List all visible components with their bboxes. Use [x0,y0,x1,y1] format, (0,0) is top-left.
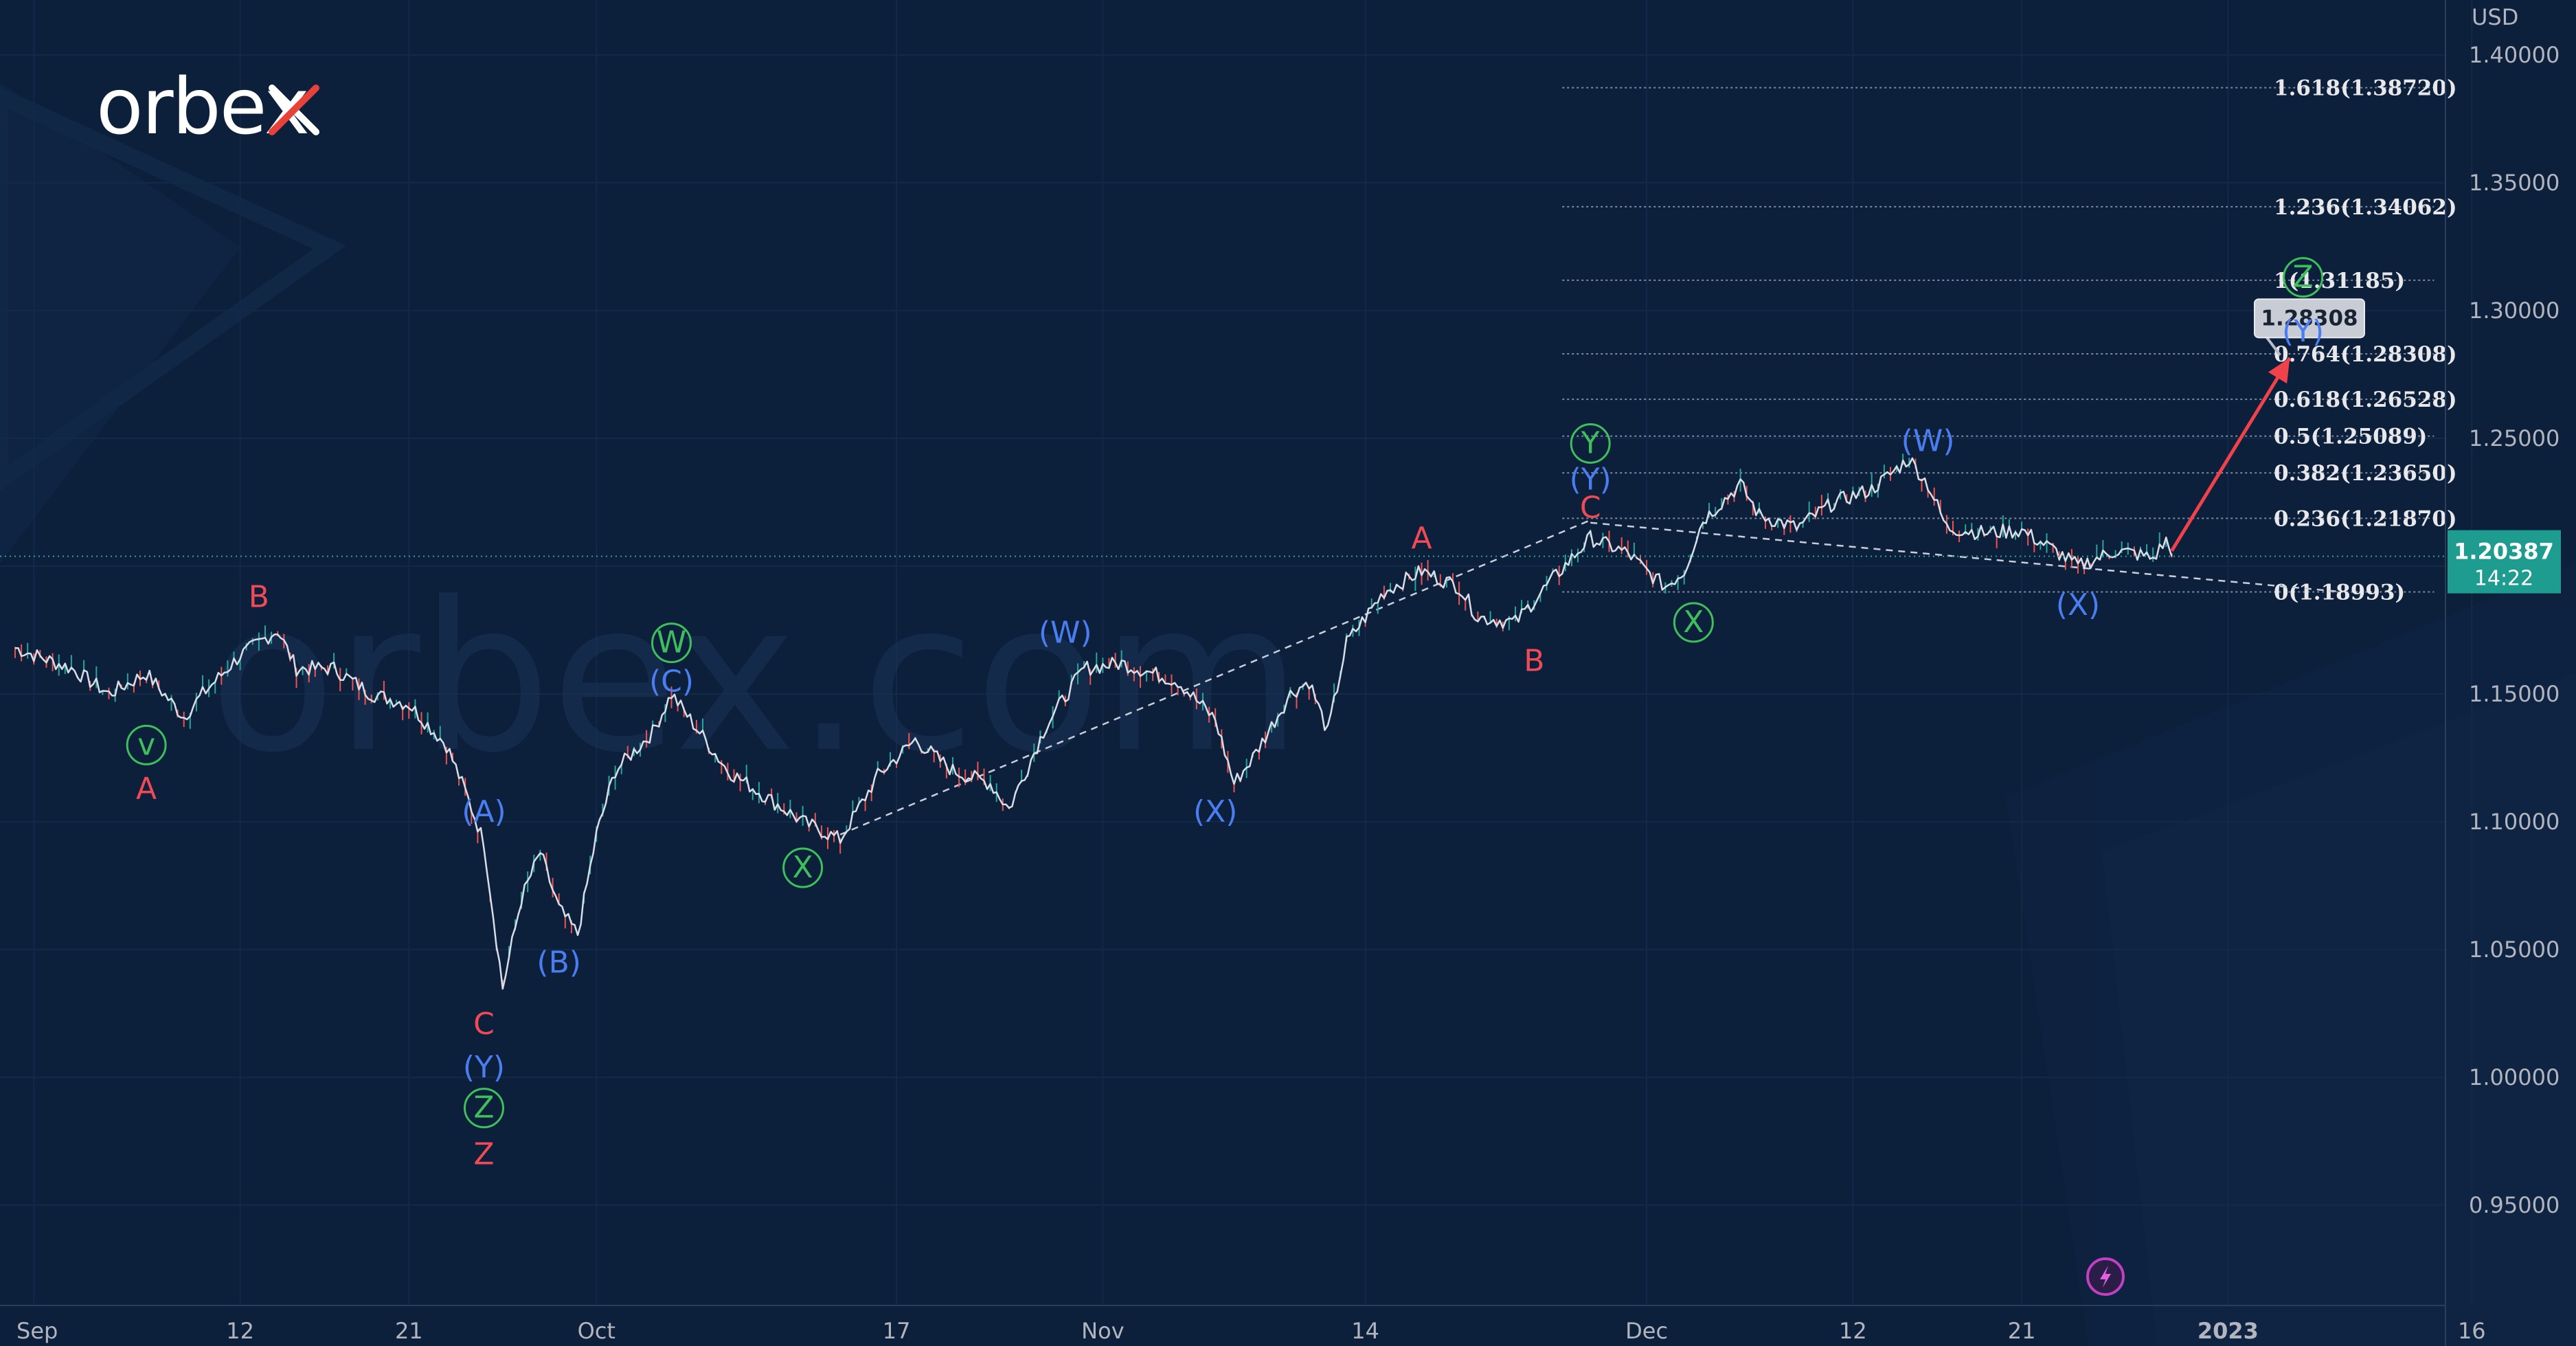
x-tick-label: 14 [1351,1318,1379,1344]
price-axis: USD 1.400001.350001.300001.250001.150001… [2445,0,2560,1346]
y-tick-label: 1.15000 [2469,681,2560,707]
time-axis: Sep 12 21 Oct 17 Nov 14 Dec 12 21 2023 16 [0,1305,2486,1344]
current-price-countdown: 14:22 [2474,567,2533,591]
watermark-text: orbex.com [210,558,1302,798]
x-tick-label: 12 [226,1318,254,1344]
y-tick-label: 1.35000 [2469,170,2560,196]
price-series [14,453,2173,990]
wave-label: Z [473,1137,494,1172]
target-arrow: 1.28308 [2170,298,2365,552]
x-tick-label: Sep [16,1318,58,1344]
y-tick-label: 1.40000 [2469,42,2560,68]
x-tick-label: Oct [578,1318,615,1344]
wave-label: B [1524,644,1544,679]
fib-level-label: 1(1.31185) [2274,269,2405,293]
current-price-value: 1.20387 [2454,539,2554,565]
y-tick-labels: 1.40000 1.35000 1.30000 1.25000 1.15000 1.100… [2469,42,2560,1218]
wave-label: X [1683,605,1704,640]
x-tick-label: Dec [1625,1318,1668,1344]
wave-label: (Y) [1570,462,1612,497]
fibonacci-levels: 1.618(1.38720) 1.236(1.34062) 1(1.31185) 0.… [1562,76,2457,605]
x-tick-label: 12 [1839,1318,1867,1344]
fib-level-label: 1.618(1.38720) [2274,76,2457,101]
wave-label: (W) [1039,616,1092,651]
fib-level-label: 0.5(1.25089) [2274,425,2427,449]
wave-label: A [1411,521,1432,556]
wave-label-circle [651,622,692,664]
target-callout-box [2254,298,2365,339]
wave-labels: vAB(A)(B)C(Y)ZZW(C)X(W)(X)ABY(Y)CX(W)(X)… [126,257,2324,1172]
wave-label: C [1580,490,1601,525]
wave-label: (C) [649,664,694,699]
grid-lines [0,0,2473,1305]
y-tick-label: 1.05000 [2469,936,2560,963]
fib-level-label: 0.764(1.28308) [2274,342,2457,367]
trendline [1590,521,2341,593]
wave-label: v [137,727,155,762]
wave-label: A [136,772,157,807]
x-tick-labels: Sep 12 21 Oct 17 Nov 14 Dec 12 21 2023 16 [16,1318,2486,1344]
wave-label-circle [126,724,167,765]
background-decoration [0,82,2576,1346]
fib-level-label: 0.382(1.23650) [2274,461,2457,486]
wave-label: Y [1581,425,1600,460]
wave-label: Z [2293,260,2314,295]
current-price-badge [2448,530,2561,594]
fib-level-label: 0(1.18993) [2274,580,2405,605]
x-tick-label: 16 [2458,1318,2486,1344]
x-tick-label: 21 [395,1318,423,1344]
wave-label-circle [2283,257,2324,298]
currency-label: USD [2472,4,2518,30]
x-tick-label: 21 [2008,1318,2036,1344]
wave-label: (A) [462,794,506,829]
wave-label-circle [1570,423,1611,464]
trendlines [839,519,2341,835]
y-tick-label: 1.10000 [2469,809,2560,835]
fib-level-label: 1.236(1.34062) [2274,195,2457,220]
x-tick-label: 17 [883,1318,911,1344]
wave-label-circle [464,1088,504,1129]
x-tick-label: 2023 [2197,1318,2259,1344]
y-tick-label: 0.95000 [2469,1192,2560,1218]
wave-label: (B) [536,945,581,980]
wave-label-circle [1673,602,1714,643]
wave-label: X [793,850,813,885]
fib-level-label: 0.618(1.26528) [2274,388,2457,412]
wave-label: W [657,625,687,660]
wave-label: B [249,580,269,615]
wave-label: Z [473,1090,494,1125]
logo-x-icon [269,85,319,135]
x-tick-label: Nov [1081,1318,1124,1344]
fib-level-label: 0.236(1.21870) [2274,506,2457,531]
wave-label: (W) [1901,424,1955,459]
target-callout-label: 1.28308 [2261,306,2358,330]
lightning-alert-icon[interactable] [2086,1257,2125,1296]
target-arrow-head [2268,357,2290,384]
wave-label: (Y) [463,1050,505,1085]
wave-label: (X) [1193,794,1237,829]
wave-label: (X) [2056,587,2100,622]
y-tick-label: 1.25000 [2469,425,2560,451]
target-arrow-line [2170,357,2292,552]
y-tick-label: 1.30000 [2469,298,2560,324]
y-tick-label: 1.00000 [2469,1064,2560,1090]
wave-label-circle [782,847,824,888]
price-line [15,457,2173,990]
brand-logo: orbex [96,63,319,152]
wave-label: (Y) [2282,314,2324,349]
wave-label: C [473,1007,495,1042]
logo-text: orbex [96,63,308,152]
